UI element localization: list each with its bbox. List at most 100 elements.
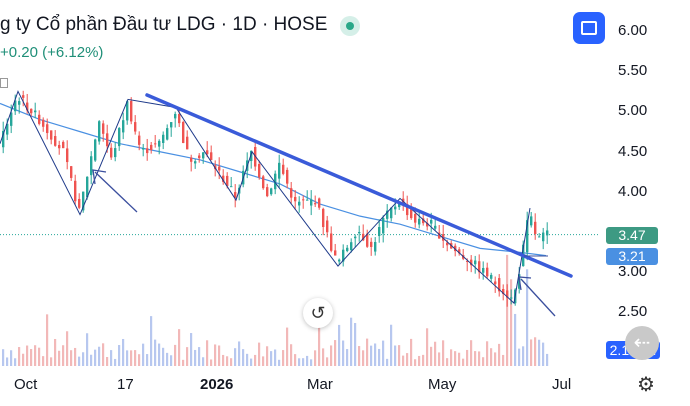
- candle-body: [482, 267, 485, 273]
- candle-body: [150, 144, 153, 150]
- volume-bar: [226, 356, 229, 366]
- candle-body: [542, 232, 545, 242]
- candle-body: [70, 166, 73, 178]
- volume-bar: [38, 347, 41, 366]
- volume-bar: [286, 327, 289, 366]
- volume-bar: [458, 352, 461, 366]
- y-tick-label: 2.50: [618, 303, 648, 320]
- volume-bar: [30, 349, 33, 366]
- volume-bar: [190, 333, 193, 366]
- volume-bar: [350, 317, 353, 366]
- volume-bar: [330, 345, 333, 366]
- volume-bar: [22, 353, 25, 366]
- volume-bar: [462, 358, 465, 366]
- candle-body: [114, 148, 117, 158]
- volume-bar: [166, 352, 169, 366]
- candle-body: [294, 196, 297, 202]
- candle-body: [50, 130, 53, 140]
- candle-body: [426, 222, 429, 227]
- volume-bar: [430, 346, 433, 366]
- fullscreen-icon[interactable]: [573, 12, 605, 44]
- candle-body: [302, 199, 305, 201]
- candle-body: [162, 134, 165, 143]
- candle-body: [314, 203, 317, 205]
- volume-bar: [82, 352, 85, 366]
- volume-bar: [42, 356, 45, 366]
- candle-body: [306, 199, 309, 201]
- candle-body: [430, 219, 433, 224]
- volume-bar: [254, 354, 257, 366]
- candle-body: [346, 247, 349, 252]
- volume-bar: [482, 357, 485, 366]
- candle-body: [394, 206, 397, 210]
- volume-bar: [54, 338, 57, 366]
- x-tick-label: May: [428, 376, 457, 393]
- volume-bar: [534, 337, 537, 366]
- candle-body: [122, 120, 125, 133]
- candle-body: [338, 259, 341, 262]
- reset-chart-icon[interactable]: ↺: [303, 298, 333, 328]
- y-tick-label: 4.50: [618, 143, 648, 160]
- volume-bar: [342, 340, 345, 366]
- volume-bar: [526, 269, 529, 366]
- legend-toggle-icon[interactable]: [0, 78, 8, 88]
- candle-body: [118, 128, 121, 147]
- candle-body: [126, 101, 129, 121]
- volume-bar: [338, 324, 341, 366]
- candle-body: [74, 180, 77, 202]
- volume-bar: [398, 345, 401, 366]
- volume-bar: [86, 333, 89, 366]
- candle-body: [386, 210, 389, 219]
- candle-body: [98, 121, 101, 142]
- volume-bar: [538, 339, 541, 366]
- volume-bar: [470, 340, 473, 366]
- annotation-arrow: [94, 171, 138, 213]
- candle-body: [202, 152, 205, 159]
- candle-body: [262, 176, 265, 189]
- candle-body: [222, 175, 225, 182]
- candle-body: [538, 236, 541, 238]
- scroll-to-realtime-icon[interactable]: ⇠: [625, 326, 659, 360]
- candle-body: [22, 95, 25, 98]
- volume-bar: [530, 339, 533, 366]
- candle-body: [82, 191, 85, 211]
- candle-body: [18, 101, 21, 105]
- candle-body: [502, 289, 505, 295]
- volume-bar: [546, 353, 549, 366]
- volume-bar: [102, 343, 105, 366]
- candle-body: [458, 249, 461, 254]
- candle-body: [266, 187, 269, 197]
- volume-bar: [134, 350, 137, 366]
- volume-bar: [326, 357, 329, 366]
- chart-title: g ty Cổ phần Đầu tư LDG · 1D · HOSE: [0, 14, 328, 35]
- candle-body: [166, 128, 169, 140]
- volume-bar: [50, 357, 53, 366]
- volume-bar: [270, 351, 273, 366]
- candle-body: [46, 124, 49, 134]
- candle-body: [354, 236, 357, 239]
- volume-bar: [222, 354, 225, 366]
- volume-bar: [214, 344, 217, 366]
- candle-body: [86, 176, 89, 198]
- candle-body: [158, 140, 161, 147]
- volume-bar: [130, 350, 133, 366]
- candle-body: [406, 203, 409, 216]
- candle-body: [194, 161, 197, 164]
- x-tick-label: Mar: [307, 376, 333, 393]
- candle-body: [78, 198, 81, 208]
- candle-body: [54, 136, 57, 146]
- candle-body: [2, 130, 5, 148]
- candle-body: [198, 155, 201, 159]
- candle-body: [94, 139, 97, 161]
- candle-body: [530, 216, 533, 226]
- candle-body: [26, 102, 29, 111]
- volume-bar: [410, 338, 413, 366]
- volume-bar: [294, 354, 297, 366]
- volume-bar: [14, 358, 17, 366]
- settings-gear-icon[interactable]: ⚙: [637, 374, 655, 396]
- candle-body: [178, 114, 181, 124]
- candle-body: [330, 233, 333, 251]
- volume-bar: [210, 359, 213, 366]
- candle-body: [230, 186, 233, 188]
